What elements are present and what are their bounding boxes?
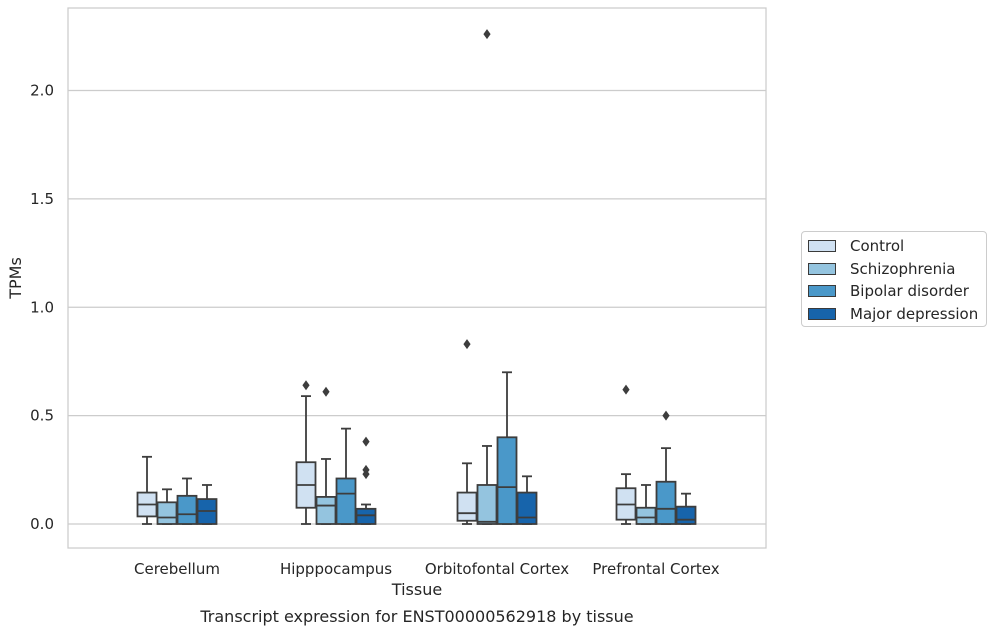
box-schizophrenia <box>635 484 657 525</box>
box-iqr <box>456 491 478 522</box>
legend-label: Schizophrenia <box>850 259 956 278</box>
box-iqr <box>516 491 538 525</box>
box-iqr <box>176 494 198 525</box>
box-major-depression <box>675 492 697 525</box>
y-tick-label: 1.0 <box>30 298 54 316</box>
legend-swatch <box>808 285 836 297</box>
box-iqr <box>156 501 178 525</box>
legend-label: Bipolar disorder <box>850 282 969 300</box>
x-tick-label: Orbitofontal Cortex <box>425 560 569 578</box>
legend-label: Control <box>850 237 905 255</box>
box-major-depression <box>196 484 218 525</box>
box-schizophrenia <box>156 488 178 525</box>
box-control <box>456 339 478 525</box>
outlier-point <box>622 384 630 395</box>
box-bipolar-disorder <box>176 477 198 525</box>
gridlines <box>68 89 766 525</box>
x-tick-label: Cerebellum <box>134 560 220 578</box>
outlier-point <box>662 410 670 421</box>
box-iqr <box>476 484 498 525</box>
box-bipolar-disorder <box>496 371 518 525</box>
x-axis-label: Tissue <box>391 580 442 599</box>
box-iqr <box>496 436 518 525</box>
box-iqr <box>635 506 657 525</box>
outlier-point <box>483 29 491 40</box>
y-tick-label: 1.5 <box>30 190 54 208</box>
legend: Control Schizophrenia Bipolar disorder Majo… <box>801 231 987 327</box>
y-tick-label: 2.0 <box>30 82 54 100</box>
box-iqr <box>655 480 677 525</box>
outlier-point <box>322 386 330 397</box>
outlier-point <box>463 339 471 350</box>
box-iqr <box>355 507 377 525</box>
box-iqr <box>675 505 697 525</box>
box-iqr <box>315 496 337 525</box>
legend-item: Bipolar disorder <box>808 281 969 301</box>
box-major-depression <box>355 436 377 525</box>
legend-item: Major depression <box>808 304 978 324</box>
legend-item: Schizophrenia <box>808 259 955 279</box>
box-schizophrenia <box>315 386 337 525</box>
legend-swatch <box>808 262 836 275</box>
x-tick-label: Hipppocampus <box>280 560 392 578</box>
legend-swatch <box>808 240 836 252</box>
outlier-point <box>362 464 370 475</box>
box-schizophrenia <box>476 29 498 525</box>
x-tick-label: Prefrontal Cortex <box>592 560 719 578</box>
box-major-depression <box>516 475 538 525</box>
legend-label: Major depression <box>850 304 979 323</box>
x-tick-labels: Cerebellum Hipppocampus Orbitofontal Corte… <box>134 560 720 578</box>
outlier-point <box>362 436 370 447</box>
box-bipolar-disorder <box>335 427 357 525</box>
legend-swatch <box>808 307 836 320</box>
box-iqr <box>335 477 357 525</box>
box-bipolar-disorder <box>655 410 677 525</box>
y-tick-label: 0.5 <box>30 407 54 425</box>
y-tick-labels: 0.0 0.5 1.0 1.5 2.0 <box>30 82 54 534</box>
y-axis-label: TPMs <box>6 257 25 300</box>
outlier-point <box>302 380 310 391</box>
box-control <box>615 384 637 525</box>
boxes-layer <box>136 29 697 525</box>
plot-frame <box>67 7 767 549</box>
chart-caption: Transcript expression for ENST0000056291… <box>199 607 633 626</box>
box-control <box>136 455 158 525</box>
y-tick-label: 0.0 <box>30 515 54 533</box>
legend-item: Control <box>808 236 904 256</box>
box-control <box>295 380 317 525</box>
